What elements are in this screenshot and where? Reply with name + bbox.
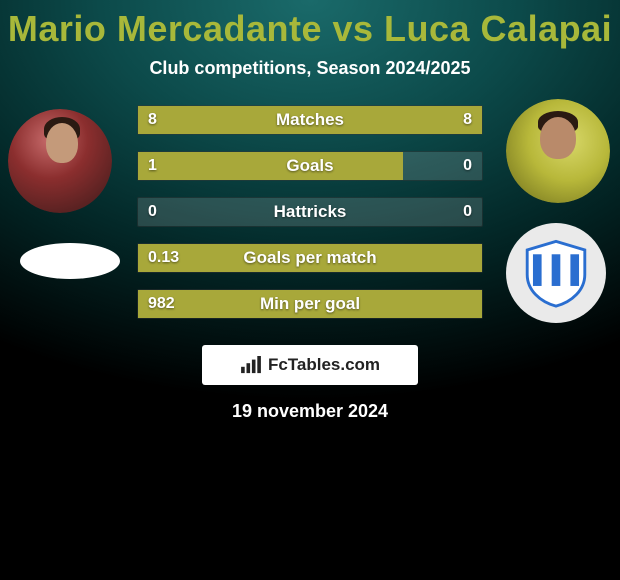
club-right-badge [506,223,606,323]
stat-value-right: 0 [463,152,472,180]
avatar-placeholder [8,109,112,213]
stat-label: Goals per match [138,244,482,272]
page-subtitle: Club competitions, Season 2024/2025 [0,58,620,79]
stat-value-left: 0.13 [148,244,179,272]
spal-crest-icon [520,237,592,309]
stat-value-left: 0 [148,198,157,226]
footer-date: 19 november 2024 [0,401,620,422]
stat-row: Hattricks0 0 [137,197,483,227]
stat-row: Goals1 0 [137,151,483,181]
avatar-placeholder [506,99,610,203]
brand-text: FcTables.com [268,355,380,375]
bar-chart-icon [240,356,262,374]
stat-row: Min per goal982 [137,289,483,319]
stat-label: Min per goal [138,290,482,318]
page-title: Mario Mercadante vs Luca Calapai [0,0,620,50]
stat-label: Hattricks [138,198,482,226]
stat-value-left: 982 [148,290,175,318]
stat-value-left: 8 [148,106,157,134]
infographic-container: Mario Mercadante vs Luca Calapai Club co… [0,0,620,580]
stat-row: Goals per match0.13 [137,243,483,273]
stat-value-left: 1 [148,152,157,180]
player-left-avatar [8,109,112,213]
content-area: Matches88Goals10Hattricks00Goals per mat… [0,109,620,409]
club-left-badge [20,243,120,279]
stat-label: Matches [138,106,482,134]
player-right-avatar [506,99,610,203]
stat-label: Goals [138,152,482,180]
stat-row: Matches8 8 [137,105,483,135]
brand-badge: FcTables.com [202,345,418,385]
stat-value-right: 0 [463,198,472,226]
stat-value-right: 8 [463,106,472,134]
comparison-rows: Matches88Goals10Hattricks00Goals per mat… [137,105,483,335]
